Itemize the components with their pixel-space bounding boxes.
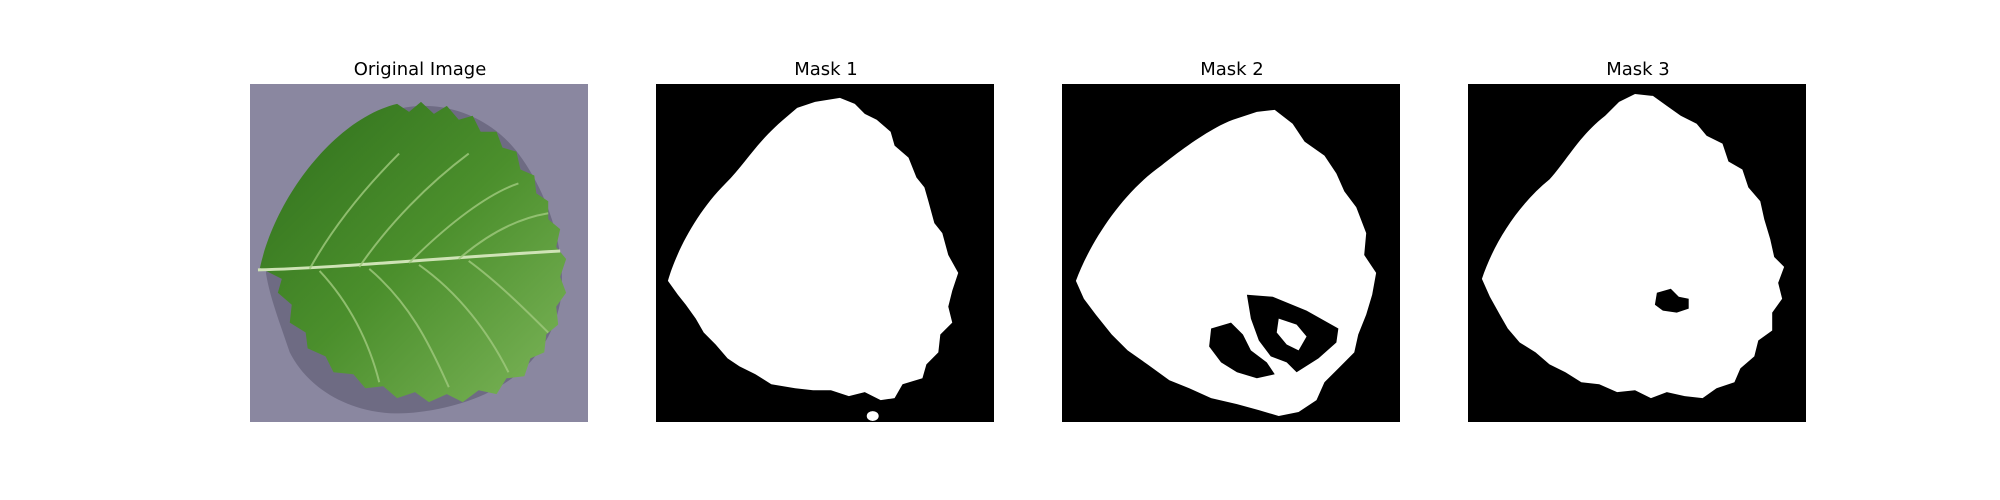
- mask-1-image: [656, 84, 994, 422]
- panel-title: Mask 2: [1062, 58, 1402, 82]
- panel-mask-3: Mask 3: [1468, 58, 1808, 422]
- panel-title: Mask 3: [1468, 58, 1808, 82]
- original-image: [250, 84, 588, 422]
- mask-speck: [1332, 287, 1340, 295]
- panel-title: Mask 1: [656, 58, 996, 82]
- panel-original-image: Original Image: [250, 58, 590, 422]
- mask-2-image: [1062, 84, 1400, 422]
- panel-mask-1: Mask 1: [656, 58, 996, 422]
- mask-speck: [867, 411, 879, 421]
- panel-mask-2: Mask 2: [1062, 58, 1402, 422]
- mask-3-image: [1468, 84, 1806, 422]
- panel-title: Original Image: [250, 58, 590, 82]
